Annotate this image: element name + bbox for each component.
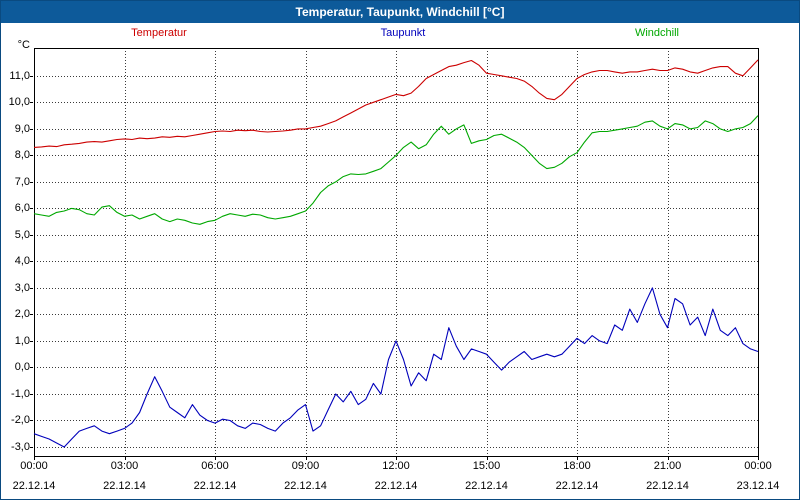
x-tick-label: 12:00 (382, 460, 410, 472)
x-tick-label: 18:00 (563, 460, 591, 472)
x-tick-label: 03:00 (110, 460, 139, 472)
x-date-label: 22.12.14 (103, 480, 146, 492)
x-tick-label: 15:00 (472, 460, 501, 472)
y-tick-label: 3,0 (14, 281, 30, 294)
x-date-label: 22.12.14 (284, 480, 327, 492)
y-tick-label: 8,0 (14, 149, 30, 162)
x-tick-label: 06:00 (201, 460, 229, 472)
y-tick-label: 2,0 (14, 308, 30, 321)
series-temperatur (33, 59, 759, 148)
x-date-label: 22.12.14 (465, 480, 508, 492)
x-tick-label: 00:00 (744, 460, 772, 472)
y-tick-label: 6,0 (14, 202, 30, 215)
plot-border (34, 48, 759, 457)
y-tick-label: 11,0 (9, 69, 30, 82)
x-date-label: 22.12.14 (193, 480, 237, 492)
x-tick-label: 09:00 (291, 460, 320, 472)
series-taupunkt (33, 287, 759, 448)
x-date-label: 22.12.14 (555, 480, 599, 492)
window-title: Temperatur, Taupunkt, Windchill [°C] (1, 1, 799, 23)
y-tick-label: 5,0 (14, 228, 30, 241)
y-tick-label: 1,0 (14, 334, 30, 347)
x-tick-label: 00:00 (20, 460, 48, 472)
y-tick-label: -2,0 (11, 414, 30, 427)
y-tick-label: 9,0 (14, 122, 30, 135)
y-tick-label: 7,0 (14, 175, 30, 188)
legend-temperatur: Temperatur (131, 27, 187, 39)
x-date-label: 23.12.14 (736, 480, 780, 492)
legend-windchill: Windchill (634, 27, 679, 39)
x-date-label: 22.12.14 (646, 480, 689, 492)
y-tick-label: -3,0 (11, 440, 30, 453)
y-tick-label: -1,0 (11, 387, 30, 400)
legend-taupunkt: Taupunkt (380, 27, 426, 39)
x-date-label: 22.12.14 (374, 480, 418, 492)
y-tick-label: 10,0 (8, 96, 30, 109)
y-tick-label: 4,0 (14, 255, 30, 268)
y-tick-label: 0,0 (14, 361, 30, 374)
x-date-label: 22.12.14 (12, 480, 56, 492)
x-tick-label: 21:00 (653, 460, 682, 472)
y-axis-unit-label: °C (17, 39, 30, 51)
series-windchill (33, 115, 759, 225)
